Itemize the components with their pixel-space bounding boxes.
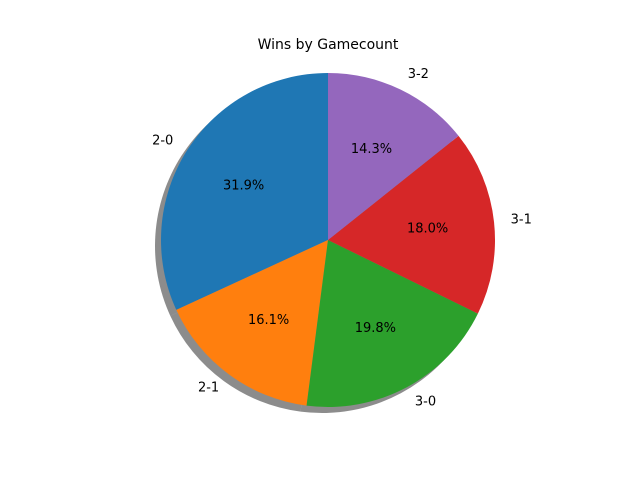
slice-label-3-1: 3-1 xyxy=(511,213,532,228)
percent-label-3-2: 14.3% xyxy=(351,142,392,157)
pie-labels: 2-0 31.9% 2-1 16.1% 3-0 19.8% 3-1 18.0% 3-2 14.3% xyxy=(152,67,532,409)
pie-slice-2-1 xyxy=(176,240,328,406)
pie-slice-3-1 xyxy=(328,135,496,314)
percent-label-2-0: 31.9% xyxy=(223,178,264,193)
pie-slice-3-2 xyxy=(328,73,459,240)
slice-label-2-1: 2-1 xyxy=(198,381,219,396)
percent-label-2-1: 16.1% xyxy=(248,313,289,328)
pie-slices xyxy=(161,73,496,408)
slice-label-3-0: 3-0 xyxy=(415,394,436,409)
slice-label-3-2: 3-2 xyxy=(408,67,429,82)
slice-label-2-0: 2-0 xyxy=(152,133,173,148)
percent-label-3-0: 19.8% xyxy=(355,321,396,336)
pie-slice-2-0 xyxy=(161,73,328,310)
percent-label-3-1: 18.0% xyxy=(407,222,448,237)
chart-title: Wins by Gamecount xyxy=(258,37,399,53)
pie-slice-3-0 xyxy=(306,240,478,408)
